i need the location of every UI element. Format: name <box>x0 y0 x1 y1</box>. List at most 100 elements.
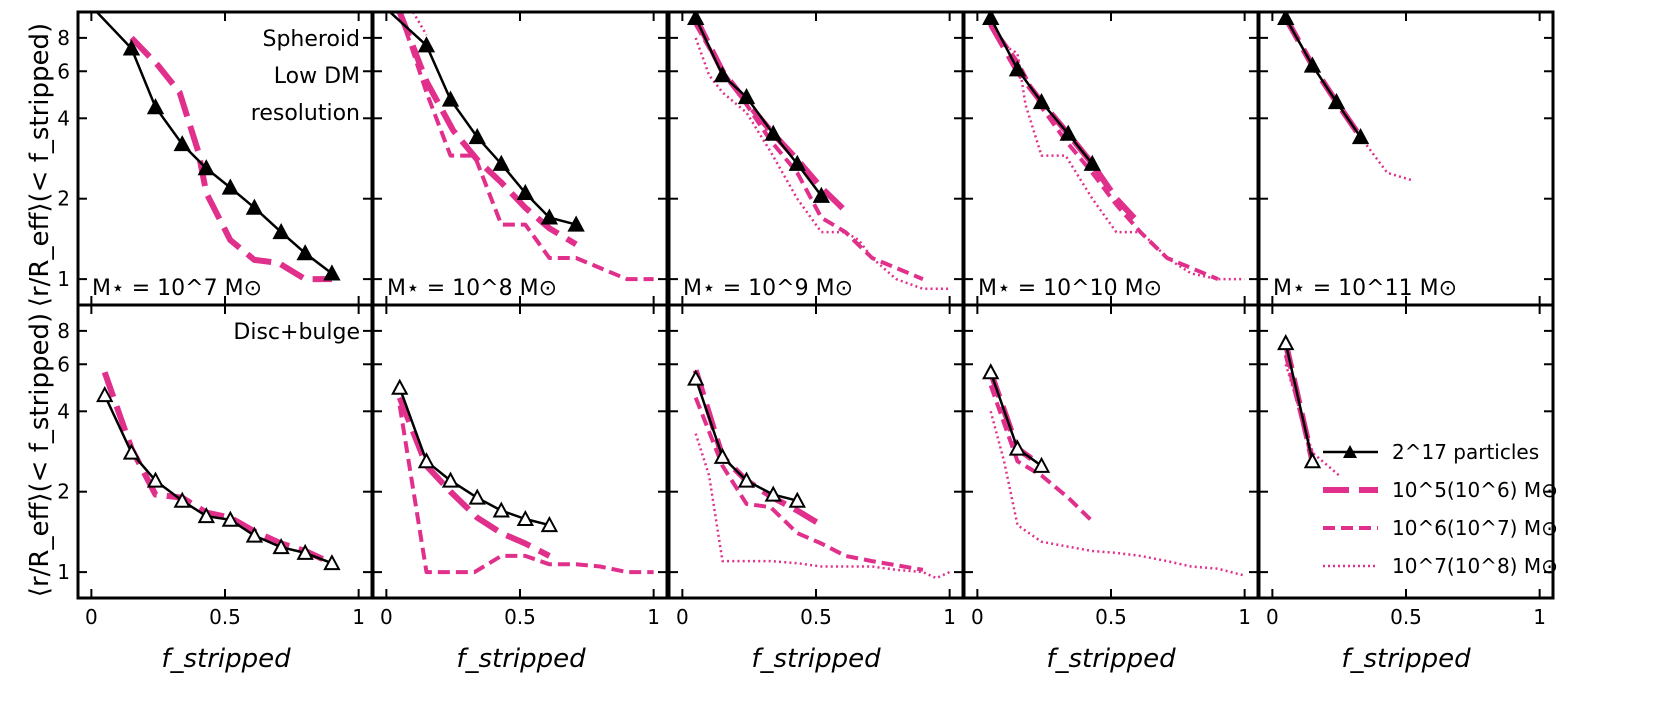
series-r7-r1c5 <box>1284 17 1412 182</box>
panel-r2c1: 1 2 4 6 8 0 0.5 1 Disc+bulge <box>57 303 374 629</box>
series-r6-r1c3 <box>693 23 924 281</box>
marker-ref-r1c5-2 <box>1327 92 1346 110</box>
marker-ref-r1c3-5 <box>812 186 831 203</box>
marker-ref-r2c2-4 <box>492 501 510 518</box>
series-ref-r1c2 <box>388 12 577 226</box>
marker-ref-r1c1-7 <box>272 222 290 240</box>
ytick-label-r1c1-2: 4 <box>57 106 70 130</box>
series-r7-r1c2 <box>412 12 428 36</box>
marker-ref-r1c3-0 <box>687 12 705 25</box>
marker-ref-r1c1-5 <box>221 178 240 195</box>
marker-ref-r1c1-9 <box>323 264 341 281</box>
marker-ref-r1c5-0 <box>1277 12 1295 25</box>
series-r5-r2c2 <box>396 396 551 559</box>
series-r5-r2c1 <box>101 371 334 566</box>
legend-label-r7: 10^7(10^8) M⊙ <box>1392 554 1558 578</box>
legend-label-r6: 10^6(10^7) M⊙ <box>1392 516 1558 540</box>
marker-ref-r2c1-9 <box>323 554 341 571</box>
series-ref-r2c1 <box>103 394 333 565</box>
series-r6-r1c4 <box>989 23 1219 281</box>
marker-ref-r1c2-2 <box>441 90 460 107</box>
marker-ref-r2c4-2 <box>1032 456 1051 473</box>
xtick-label-r2c5-0: 0 <box>1266 605 1279 629</box>
marker-ref-r2c1-0 <box>96 385 114 403</box>
x-axis-title-5: f_stripped <box>1341 644 1471 674</box>
panel-r1c4: M⋆ = 10^10 M⊙ <box>962 10 1260 307</box>
series-r7-r2c3 <box>694 433 951 580</box>
ytick-label-r2c1-4: 8 <box>57 319 70 343</box>
x-axis-title-2: f_stripped <box>456 644 586 674</box>
marker-ref-r2c2-3 <box>468 488 486 505</box>
marker-ref-r1c3-1 <box>713 66 732 83</box>
series-r5-r1c3 <box>693 16 848 214</box>
marker-ref-r2c3-4 <box>788 491 806 508</box>
marker-ref-r1c3-3 <box>764 124 782 141</box>
mass-label-r1c2: M⋆ = 10^8 M⊙ <box>387 276 557 301</box>
panel-r2c4: 0 0.5 1 <box>962 303 1260 629</box>
panel-plot-r2c2 <box>391 378 654 575</box>
marker-ref-r1c4-1 <box>1008 60 1027 77</box>
mass-label-r1c3: M⋆ = 10^9 M⊙ <box>683 276 853 301</box>
xtick-label-r2c4-0: 0 <box>971 605 984 629</box>
xtick-label-r2c2-2: 1 <box>647 605 660 629</box>
marker-ref-r2c1-2 <box>146 471 165 488</box>
marker-ref-r2c2-6 <box>540 515 559 533</box>
marker-ref-r1c1-1 <box>122 39 141 56</box>
legend-label-ref: 2^17 particles <box>1392 440 1539 464</box>
xtick-label-r2c1-0: 0 <box>85 605 98 629</box>
row-label-r1c1-0: Spheroid <box>262 27 360 52</box>
panel-plot-r1c2 <box>375 12 654 282</box>
marker-ref-r1c2-5 <box>516 183 535 201</box>
panel-r2c2: 0 0.5 1 <box>371 303 669 629</box>
marker-ref-r1c2-4 <box>492 154 510 171</box>
panel-frame-r1c1 <box>76 10 374 307</box>
marker-ref-r1c3-2 <box>737 88 756 105</box>
panel-plot-r1c1 <box>82 12 341 283</box>
mass-label-r1c4: M⋆ = 10^10 M⊙ <box>978 276 1162 301</box>
series-ref-r1c1 <box>95 12 333 275</box>
panel-plot-r2c5 <box>1277 333 1341 477</box>
marker-ref-r2c2-2 <box>441 471 460 488</box>
x-axis-title-3: f_stripped <box>751 644 881 674</box>
x-axis-title-4: f_stripped <box>1046 644 1176 674</box>
panel-r1c5: M⋆ = 10^11 M⊙ <box>1257 10 1555 307</box>
marker-ref-r2c2-0 <box>391 378 409 395</box>
marker-ref-r2c1-5 <box>221 510 240 527</box>
marker-ref-r1c1-2 <box>146 98 165 115</box>
marker-ref-r2c4-1 <box>1008 439 1027 456</box>
x-axis-titles: f_stripped f_stripped f_stripped f_strip… <box>161 644 1471 674</box>
mass-label-r1c1: M⋆ = 10^7 M⊙ <box>92 276 262 301</box>
marker-ref-r2c3-3 <box>764 485 782 502</box>
xtick-label-r2c5-1: 0.5 <box>1390 605 1422 629</box>
panel-frame-r2c1 <box>76 303 374 600</box>
panel-plot-r1c3 <box>687 12 950 291</box>
series-r7-r1c4 <box>989 23 1245 281</box>
panels-layer: 1 2 4 6 8 M⋆ = 10^7 M⊙ Spheroid Low DM resolutio… <box>57 10 1555 629</box>
panel-plot-r1c5 <box>1277 12 1412 182</box>
legend-label-r5: 10^5(10^6) M⊙ <box>1392 478 1558 502</box>
panel-r2c3: 0 0.5 1 <box>667 303 965 629</box>
series-ref-r2c5 <box>1284 342 1314 462</box>
marker-ref-r1c2-1 <box>417 36 436 53</box>
marker-ref-r1c1-0 <box>82 12 101 14</box>
marker-ref-r2c1-7 <box>272 538 290 555</box>
marker-ref-r1c1-3 <box>173 135 191 152</box>
marker-ref-r1c4-0 <box>982 12 1000 25</box>
panel-r1c2: M⋆ = 10^8 M⊙ <box>371 10 669 307</box>
ytick-label-r1c1-0: 1 <box>57 267 70 291</box>
legend-marker-ref <box>1343 445 1357 458</box>
marker-ref-r2c4-0 <box>982 363 1000 380</box>
marker-ref-r1c5-3 <box>1351 128 1370 145</box>
marker-ref-r1c1-8 <box>296 244 314 261</box>
panel-frame-r2c3 <box>667 303 965 600</box>
marker-ref-r1c2-0 <box>375 12 393 14</box>
marker-ref-r2c2-1 <box>417 452 436 469</box>
marker-ref-r2c2-5 <box>516 509 535 527</box>
x-axis-title-1: f_stripped <box>161 644 291 674</box>
panel-frame-r1c5 <box>1257 10 1555 307</box>
marker-ref-r1c1-4 <box>197 159 215 176</box>
mass-label-r1c5: M⋆ = 10^11 M⊙ <box>1273 276 1457 301</box>
series-r5-r1c2 <box>396 12 578 247</box>
xtick-label-r2c3-2: 1 <box>943 605 956 629</box>
